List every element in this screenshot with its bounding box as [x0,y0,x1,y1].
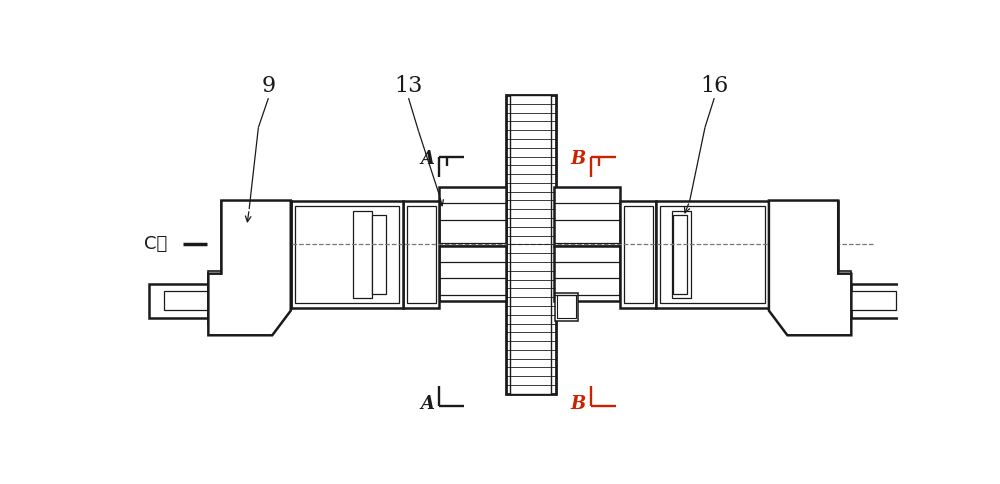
Bar [769,211,807,240]
Bar [291,200,403,308]
Bar [769,200,838,308]
Bar [237,243,260,257]
Bar [838,271,851,324]
Text: C向: C向 [144,235,168,254]
Bar [439,246,506,302]
Bar [769,251,807,280]
Bar [557,295,576,318]
Bar [851,291,896,310]
Bar [673,215,687,294]
Bar [295,206,399,303]
Bar [403,200,439,308]
Bar [851,284,911,318]
Text: 9: 9 [261,75,275,97]
Bar [800,243,823,257]
Bar [660,206,765,303]
Bar [555,293,578,320]
Bar [672,211,691,298]
Polygon shape [769,200,851,335]
Text: B: B [570,150,586,168]
Bar [221,200,291,308]
Bar [208,271,221,324]
Text: 13: 13 [394,75,423,97]
Bar [226,211,265,240]
Bar [510,95,551,394]
Bar [372,215,386,294]
Bar [353,211,372,298]
Polygon shape [208,200,291,335]
Bar [149,284,208,318]
Bar [620,200,656,308]
Bar [407,206,436,303]
Bar [624,206,653,303]
Text: 16: 16 [700,75,728,97]
Bar [554,187,620,246]
Bar [226,251,265,280]
Bar [164,291,208,310]
Text: A: A [420,395,434,413]
Bar [506,95,556,394]
Text: B: B [570,395,586,413]
Bar [554,246,620,302]
Bar [439,187,506,246]
Bar [656,200,769,308]
Text: A: A [420,150,434,168]
